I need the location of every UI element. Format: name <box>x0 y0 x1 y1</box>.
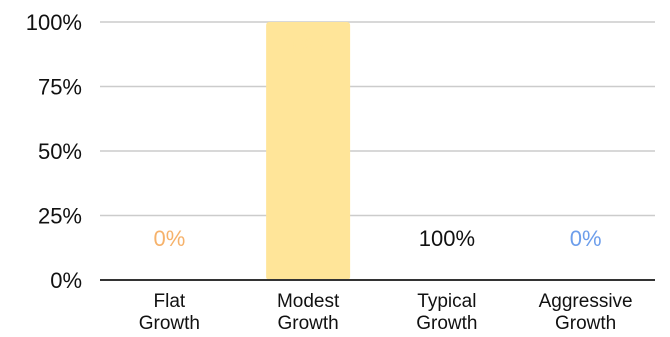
x-tick-label: Typical <box>417 291 476 312</box>
data-label: 0% <box>292 34 324 59</box>
y-tick-label: 100% <box>26 10 82 35</box>
y-tick-label: 50% <box>38 139 82 164</box>
y-tick-label: 25% <box>38 204 82 229</box>
data-label: 0% <box>153 226 185 251</box>
bar <box>266 22 351 280</box>
x-tick-label: Growth <box>555 313 616 334</box>
x-tick-label: Growth <box>139 313 200 334</box>
data-label: 100% <box>419 226 475 251</box>
x-tick-label: Growth <box>278 313 339 334</box>
x-tick-label: Growth <box>416 313 477 334</box>
data-label: 0% <box>570 226 602 251</box>
x-tick-label: Flat <box>154 291 186 312</box>
y-tick-label: 0% <box>50 268 82 293</box>
y-tick-label: 75% <box>38 75 82 100</box>
x-tick-label: Aggressive <box>539 291 633 312</box>
x-tick-label: Modest <box>277 291 340 312</box>
